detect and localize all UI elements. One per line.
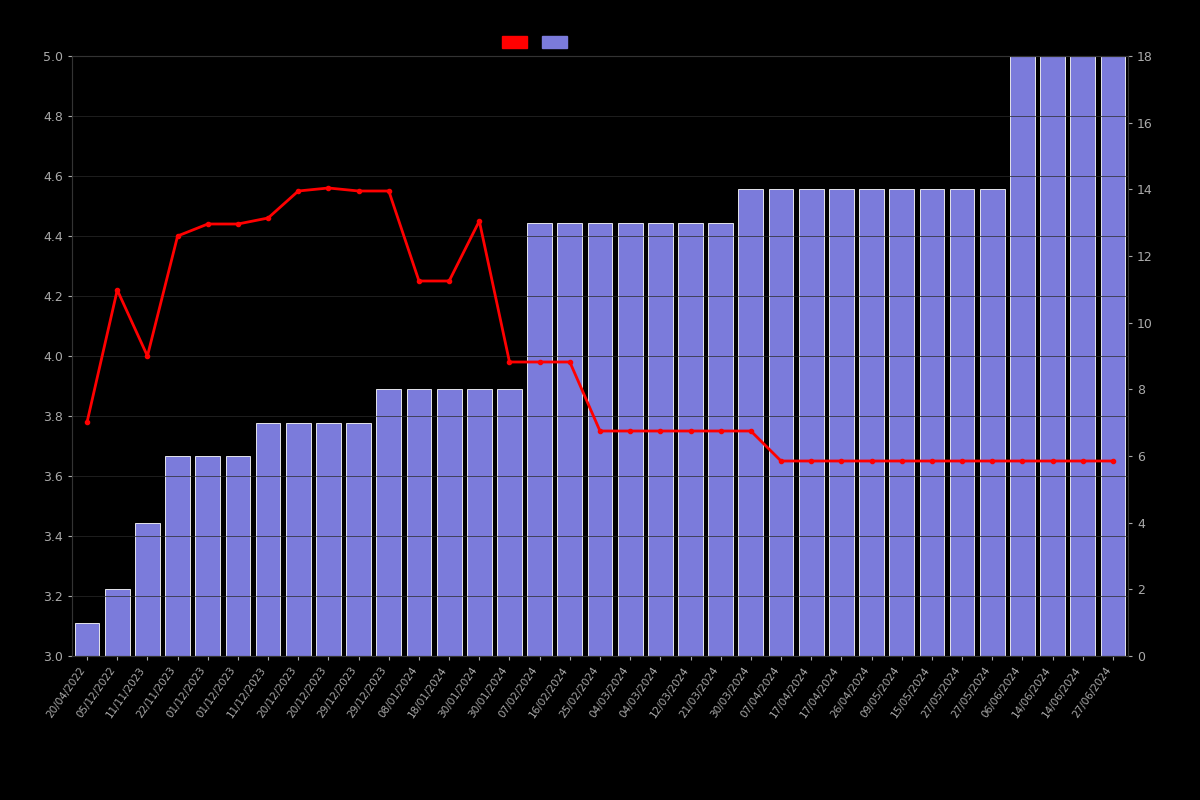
Bar bbox=[708, 222, 733, 656]
Bar bbox=[377, 390, 401, 656]
Bar bbox=[678, 222, 703, 656]
Bar bbox=[226, 456, 251, 656]
Bar bbox=[104, 590, 130, 656]
Bar bbox=[588, 222, 612, 656]
Bar bbox=[1070, 56, 1096, 656]
Bar bbox=[919, 190, 944, 656]
Bar bbox=[648, 222, 673, 656]
Bar bbox=[316, 422, 341, 656]
Bar bbox=[196, 456, 220, 656]
Bar bbox=[166, 456, 190, 656]
Bar bbox=[527, 222, 552, 656]
Bar bbox=[618, 222, 642, 656]
Bar bbox=[74, 622, 100, 656]
Bar bbox=[256, 422, 281, 656]
Bar bbox=[467, 390, 492, 656]
Bar bbox=[1100, 56, 1126, 656]
Bar bbox=[437, 390, 462, 656]
Bar bbox=[829, 190, 853, 656]
Bar bbox=[558, 222, 582, 656]
Bar bbox=[769, 190, 793, 656]
Bar bbox=[497, 390, 522, 656]
Bar bbox=[1010, 56, 1034, 656]
Legend: , : , bbox=[497, 30, 577, 55]
Bar bbox=[136, 522, 160, 656]
Bar bbox=[949, 190, 974, 656]
Bar bbox=[859, 190, 884, 656]
Bar bbox=[347, 422, 371, 656]
Bar bbox=[407, 390, 431, 656]
Bar bbox=[799, 190, 823, 656]
Bar bbox=[980, 190, 1004, 656]
Bar bbox=[889, 190, 914, 656]
Bar bbox=[738, 190, 763, 656]
Bar bbox=[1040, 56, 1064, 656]
Bar bbox=[286, 422, 311, 656]
